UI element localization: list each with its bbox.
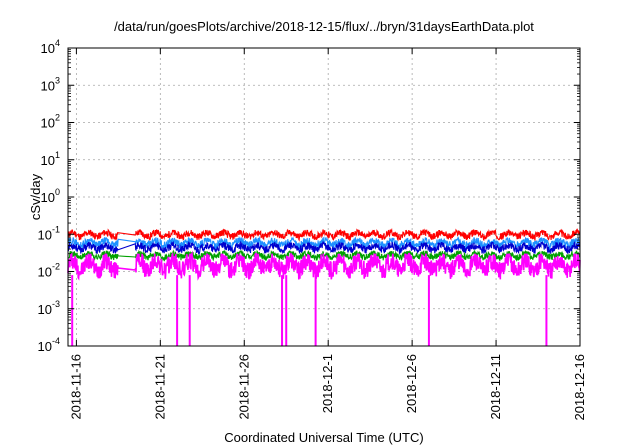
y-tick-base: 10 xyxy=(41,190,55,205)
y-tick-exponent: 4 xyxy=(55,38,60,48)
x-tick-label: 2018-11-16 xyxy=(68,354,83,420)
y-tick-exponent: 1 xyxy=(55,150,60,160)
series-layer xyxy=(67,227,581,346)
y-tick-exponent: -4 xyxy=(52,336,60,346)
y-tick-exponent: 2 xyxy=(55,113,60,123)
x-tick-label: 2018-12-6 xyxy=(404,354,419,413)
y-tick-exponent: -1 xyxy=(52,224,60,234)
y-tick-label: 101 xyxy=(41,150,60,168)
y-tick-base: 10 xyxy=(41,153,55,168)
y-tick-base: 10 xyxy=(41,41,55,56)
y-tick-label: 100 xyxy=(41,187,60,205)
y-tick-label: 102 xyxy=(41,113,60,131)
grid xyxy=(68,48,580,346)
y-tick-label: 10-2 xyxy=(38,262,60,280)
series-line xyxy=(67,240,581,256)
x-tick-label: 2018-11-21 xyxy=(152,354,167,420)
y-tick-exponent: -2 xyxy=(52,262,60,272)
x-tick-label: 2018-11-26 xyxy=(236,354,251,420)
x-axis-title: Coordinated Universal Time (UTC) xyxy=(224,430,423,445)
y-tick-exponent: -3 xyxy=(52,299,60,309)
y-tick-base: 10 xyxy=(38,265,52,280)
y-tick-exponent: 0 xyxy=(55,187,60,197)
y-tick-base: 10 xyxy=(38,339,52,354)
x-tick-label: 2018-12-16 xyxy=(572,354,587,421)
y-tick-label: 104 xyxy=(41,38,60,56)
y-tick-base: 10 xyxy=(41,116,55,131)
x-tick-label: 2018-12-1 xyxy=(320,354,335,413)
series-line xyxy=(67,227,581,242)
x-tick-label: 2018-12-11 xyxy=(488,354,503,420)
y-axis-title: cSv/day xyxy=(28,173,43,220)
y-tick-label: 103 xyxy=(41,75,60,93)
series-line xyxy=(67,250,581,281)
y-tick-exponent: 3 xyxy=(55,75,60,85)
ticks: 10-410-310-210-11001011021031042018-11-1… xyxy=(38,38,587,421)
y-tick-label: 10-3 xyxy=(38,299,60,317)
y-tick-label: 10-1 xyxy=(38,224,60,242)
y-tick-base: 10 xyxy=(38,302,52,317)
y-tick-base: 10 xyxy=(38,227,52,242)
chart-title: /data/run/goesPlots/archive/2018-12-15/f… xyxy=(114,19,534,34)
y-tick-base: 10 xyxy=(41,78,55,93)
y-tick-label: 10-4 xyxy=(38,336,60,354)
